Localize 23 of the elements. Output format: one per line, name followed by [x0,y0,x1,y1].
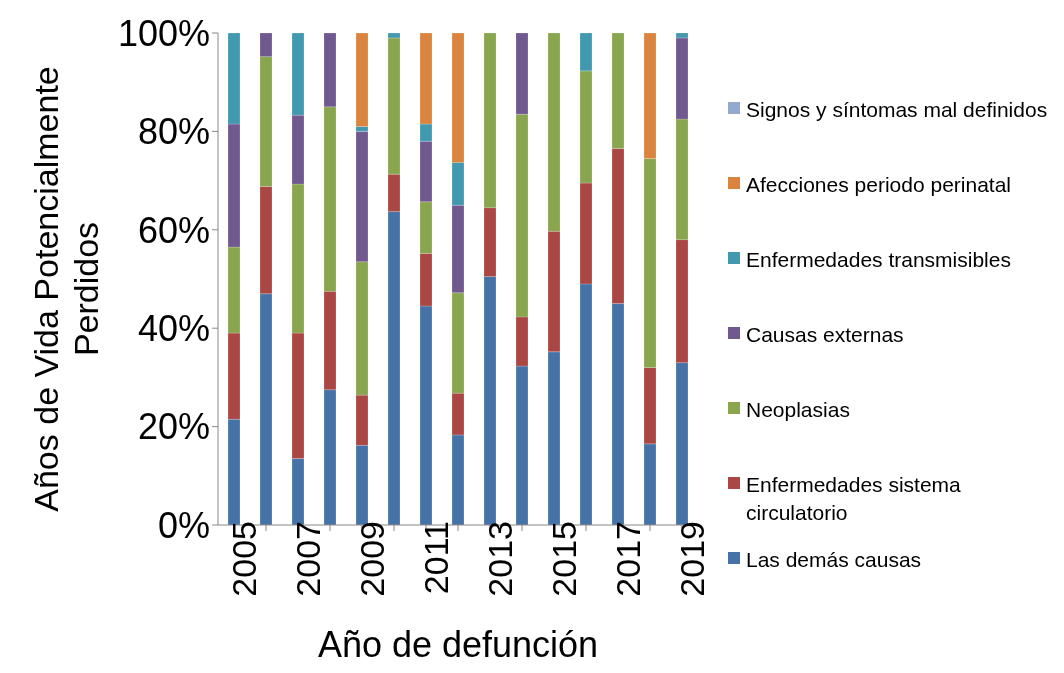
legend-label: Las demás causas [746,547,922,573]
legend-label: Neoplasias [746,397,850,423]
x-tick-label: 2009 [353,521,392,597]
x-tick-label: 2005 [225,521,264,597]
legend-label: Afecciones periodo perinatal [746,172,1012,198]
y-axis-title: Años de Vida Potencialmente Perdidos [27,66,105,512]
x-tick-label: 2015 [545,521,584,597]
y-tick-label: 80% [137,111,210,153]
x-tick-label: 2013 [481,521,520,597]
y-tick-label: 100% [117,12,210,54]
y-tick-label: 40% [137,307,210,349]
x-tick-label: 2011 [417,521,456,595]
x-tick-label: 2017 [609,521,648,597]
legend-label: Enfermedades sistema circulatorio [746,472,962,526]
legend-label: Causas externas [746,322,904,348]
y-tick-label: 0% [157,504,210,546]
x-axis-title: Año de defunción [317,624,599,665]
x-tick-label: 2019 [673,521,712,597]
y-tick-label: 60% [137,209,210,251]
y-tick-label: 20% [137,406,210,448]
legend-label: Signos y síntomas mal definidos [746,97,1048,123]
legend-label: Enfermedades transmisibles [746,247,1011,273]
x-tick-label: 2007 [289,521,328,597]
